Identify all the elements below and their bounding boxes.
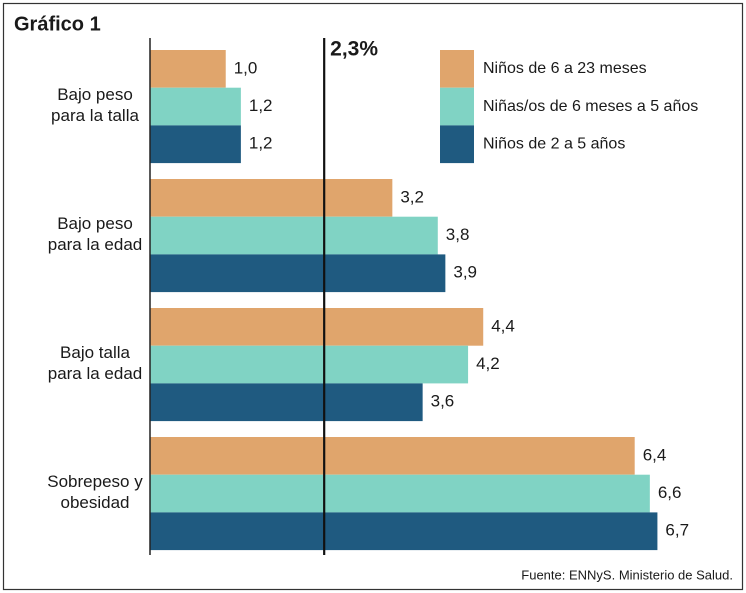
value-label: 3,8 — [446, 225, 470, 244]
bar — [150, 87, 241, 126]
value-label: 1,2 — [249, 96, 273, 115]
value-label: 3,2 — [400, 187, 424, 206]
bar — [150, 216, 438, 255]
bar — [150, 125, 241, 164]
value-label: 3,6 — [431, 392, 455, 411]
bar — [150, 383, 423, 422]
chart-title: Gráfico 1 — [14, 13, 101, 35]
category-label: Bajo peso para la talla — [51, 86, 139, 126]
value-label: 6,4 — [643, 445, 667, 464]
bar — [150, 50, 226, 88]
value-label: 1,2 — [249, 134, 273, 153]
bar — [150, 474, 650, 513]
legend-swatch — [440, 87, 474, 126]
value-label: 6,6 — [658, 483, 682, 502]
source: Fuente: ENNyS. Ministerio de Salud. — [521, 567, 733, 582]
legend-swatch — [440, 125, 474, 164]
value-label: 1,0 — [234, 58, 258, 77]
reference-label: 2,3% — [330, 38, 378, 61]
bar — [150, 437, 635, 475]
value-label: 6,7 — [665, 521, 689, 540]
bar — [150, 308, 484, 346]
category-label: Bajo talla para la edad — [48, 344, 143, 384]
value-label: 3,9 — [453, 263, 477, 282]
legend-label: Niñas/os de 6 meses a 5 años — [483, 98, 698, 115]
value-label: 4,4 — [491, 316, 515, 335]
category-label: Bajo peso para la edad — [48, 215, 143, 255]
bar — [150, 345, 469, 384]
bar — [150, 179, 393, 217]
legend-label: Niños de 6 a 23 meses — [483, 60, 647, 77]
value-label: 4,2 — [476, 354, 500, 373]
category-label: Sobrepeso y obesidad — [47, 473, 143, 513]
legend-swatch — [440, 50, 474, 88]
bar — [150, 254, 446, 293]
bar — [150, 512, 658, 551]
legend-label: Niños de 2 a 5 años — [483, 135, 625, 152]
